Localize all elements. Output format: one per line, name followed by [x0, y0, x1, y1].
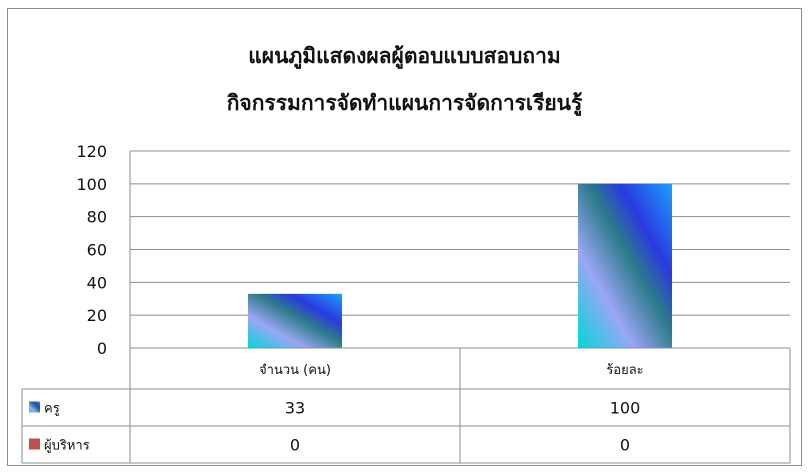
y-tick-label: 60 — [87, 241, 107, 260]
data-label: 33 — [285, 399, 305, 418]
category-label: จำนวน (คน) — [259, 363, 331, 378]
data-label: 0 — [620, 436, 630, 455]
y-tick-label: 120 — [76, 142, 107, 161]
chart-title-line-2: กิจกรรมการจัดทำแผนการจัดการเรียนรู้ — [226, 90, 583, 115]
legend-label: ครู — [44, 402, 60, 417]
category-label: ร้อยละ — [606, 363, 643, 378]
y-tick-label: 20 — [87, 306, 107, 325]
data-label: 0 — [290, 436, 300, 455]
legend-swatch — [29, 401, 40, 413]
y-tick-label: 40 — [87, 273, 107, 292]
legend-label: ผู้บริหาร — [44, 439, 90, 454]
y-tick-label: 0 — [97, 339, 107, 358]
bar-0-1 — [578, 183, 672, 348]
y-tick-label: 100 — [76, 175, 107, 194]
chart-title-line-1: แผนภูมิแสดงผลผู้ตอบแบบสอบถาม — [248, 43, 561, 68]
legend-swatch — [29, 438, 40, 450]
data-label: 100 — [610, 399, 641, 418]
y-tick-label: 80 — [87, 208, 107, 227]
bar-0-0 — [248, 293, 342, 348]
